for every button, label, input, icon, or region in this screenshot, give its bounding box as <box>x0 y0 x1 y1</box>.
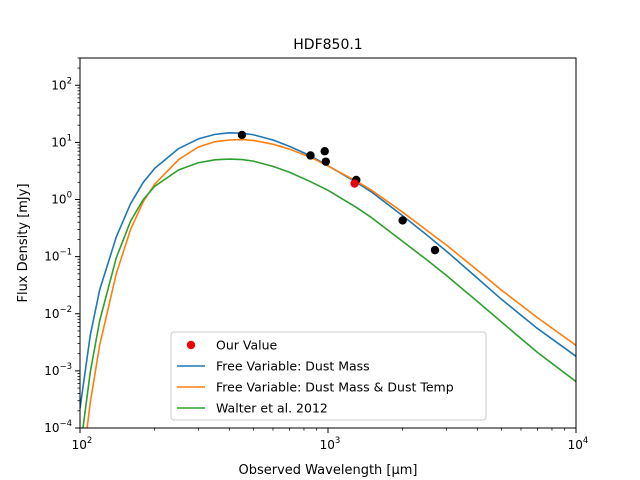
series-line-1 <box>80 132 576 409</box>
legend-marker-our-value <box>186 340 196 350</box>
y-tick-label-7: 102 <box>51 76 72 92</box>
data-point-2 <box>306 151 315 160</box>
series-line-2 <box>86 138 576 428</box>
x-axis-label: Observed Wavelength [μm] <box>238 463 417 478</box>
axes-layer: 102 103 104 10−4 10−3 10−2 10−1 100 101 102 <box>44 57 589 452</box>
data-point-3 <box>320 147 329 156</box>
data-point-6 <box>398 216 407 225</box>
y-tick-label-6: 101 <box>51 133 72 149</box>
y-tick-label-1: 10−4 <box>44 419 72 435</box>
legend-label-2: Free Variable: Dust Mass <box>216 359 370 374</box>
legend: Our Value Free Variable: Dust Mass Free Va… <box>170 331 487 421</box>
series-layer <box>80 132 576 428</box>
data-point-1 <box>237 130 247 140</box>
data-point-7 <box>430 245 440 255</box>
y-tick-label-5: 100 <box>51 191 72 207</box>
y-axis-label: Flux Density [mJy] <box>16 183 31 302</box>
x-tick-label-1: 102 <box>72 436 93 452</box>
legend-label-1: Our Value <box>216 338 278 353</box>
x-tick-label-2: 103 <box>320 436 341 452</box>
x-tick-label-3: 104 <box>568 436 589 452</box>
chart-title: HDF850.1 <box>293 37 362 53</box>
legend-label-3: Free Variable: Dust Mass & Dust Temp <box>216 380 454 395</box>
our-value-point <box>350 179 359 188</box>
data-point-4 <box>321 157 331 166</box>
legend-box <box>170 331 487 421</box>
y-tick-label-4: 10−1 <box>44 248 72 264</box>
legend-label-4: Walter et al. 2012 <box>216 401 328 416</box>
y-tick-label-3: 10−2 <box>44 305 72 321</box>
points-layer <box>237 130 440 255</box>
y-tick-label-2: 10−3 <box>44 362 72 378</box>
series-line-3 <box>82 158 576 428</box>
